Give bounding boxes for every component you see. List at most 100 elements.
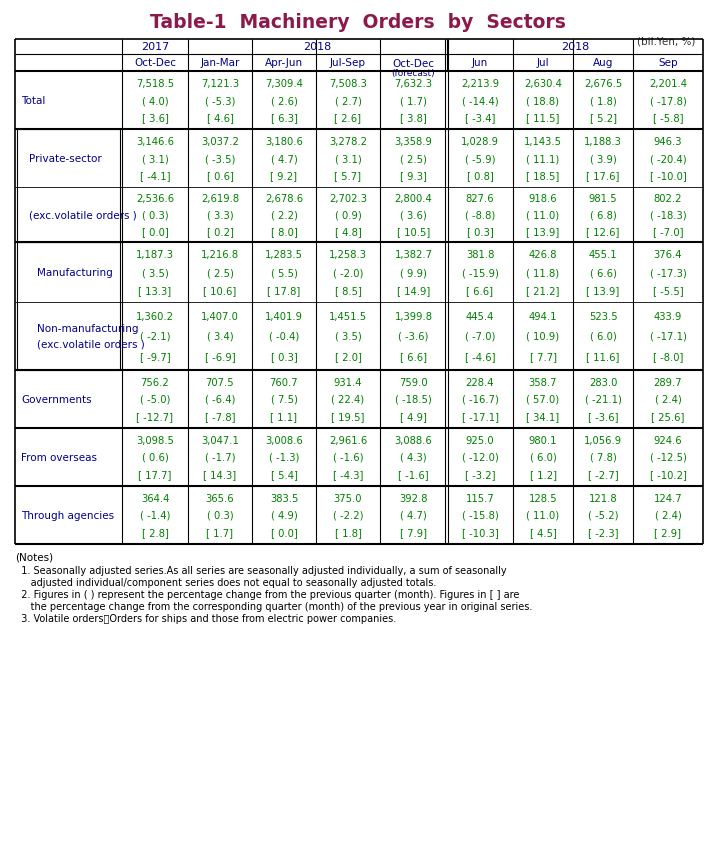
Text: [ 8.0]: [ 8.0]: [270, 227, 298, 236]
Text: ( 11.0): ( 11.0): [526, 511, 559, 521]
Text: ( -1.4): ( -1.4): [140, 511, 170, 521]
Text: ( -15.9): ( -15.9): [462, 268, 498, 278]
Text: 946.3: 946.3: [654, 137, 683, 146]
Text: ( -3.6): ( -3.6): [399, 332, 429, 342]
Text: [ 14.9]: [ 14.9]: [397, 285, 430, 295]
Text: 426.8: 426.8: [528, 250, 557, 260]
Text: Table-1  Machinery  Orders  by  Sectors: Table-1 Machinery Orders by Sectors: [150, 13, 566, 32]
Text: [ 5.4]: [ 5.4]: [270, 470, 298, 480]
Text: 364.4: 364.4: [141, 493, 169, 503]
Text: [ -1.6]: [ -1.6]: [398, 470, 429, 480]
Text: 1,216.8: 1,216.8: [201, 250, 239, 260]
Text: ( -17.3): ( -17.3): [650, 268, 686, 278]
Text: Through agencies: Through agencies: [21, 511, 114, 521]
Text: 1,401.9: 1,401.9: [265, 311, 303, 322]
Text: ( 6.8): ( 6.8): [589, 210, 617, 220]
Text: [ 13.9]: [ 13.9]: [526, 227, 560, 236]
Text: [ 7.7]: [ 7.7]: [529, 352, 556, 362]
Text: 455.1: 455.1: [589, 250, 617, 260]
Text: ( -0.4): ( -0.4): [269, 332, 299, 342]
Text: ( 1.8): ( 1.8): [589, 96, 617, 106]
Text: 445.4: 445.4: [466, 311, 494, 322]
Text: the percentage change from the corresponding quarter (month) of the previous yea: the percentage change from the correspon…: [15, 601, 533, 611]
Text: 760.7: 760.7: [270, 377, 298, 387]
Text: [ 3.6]: [ 3.6]: [141, 113, 168, 123]
Text: [ -10.3]: [ -10.3]: [462, 528, 498, 538]
Text: 3,358.9: 3,358.9: [394, 137, 432, 146]
Text: Jun: Jun: [472, 58, 488, 68]
Text: [ -2.7]: [ -2.7]: [588, 470, 618, 480]
Text: [ 13.3]: [ 13.3]: [138, 285, 171, 295]
Text: ( -16.7): ( -16.7): [462, 394, 498, 404]
Text: [ -4.1]: [ -4.1]: [140, 171, 170, 181]
Text: 494.1: 494.1: [528, 311, 557, 322]
Text: 3,098.5: 3,098.5: [136, 436, 174, 445]
Text: [ 3.8]: [ 3.8]: [400, 113, 427, 123]
Text: 3,037.2: 3,037.2: [201, 137, 239, 146]
Text: [ 0.0]: [ 0.0]: [270, 528, 298, 538]
Text: ( 6.0): ( 6.0): [589, 332, 617, 342]
Text: [ 34.1]: [ 34.1]: [526, 412, 559, 422]
Text: [ 0.6]: [ 0.6]: [206, 171, 234, 181]
Text: ( 6.6): ( 6.6): [589, 268, 617, 278]
Text: ( -14.4): ( -14.4): [462, 96, 498, 106]
Text: 2,630.4: 2,630.4: [524, 78, 562, 89]
Text: 392.8: 392.8: [399, 493, 428, 503]
Text: (Notes): (Notes): [15, 552, 53, 562]
Text: 1,056.9: 1,056.9: [584, 436, 622, 445]
Text: ( -2.1): ( -2.1): [140, 332, 170, 342]
Text: ( 11.8): ( 11.8): [526, 268, 559, 278]
Text: 3,146.6: 3,146.6: [136, 137, 174, 146]
Text: (bil.Yen, %): (bil.Yen, %): [637, 37, 695, 47]
Text: 756.2: 756.2: [141, 377, 169, 387]
Text: [ 4.9]: [ 4.9]: [400, 412, 427, 422]
Text: 1,407.0: 1,407.0: [201, 311, 239, 322]
Text: 383.5: 383.5: [270, 493, 298, 503]
Text: [ -3.6]: [ -3.6]: [588, 412, 618, 422]
Text: [ 12.6]: [ 12.6]: [587, 227, 619, 236]
Text: [ 11.6]: [ 11.6]: [587, 352, 619, 362]
Text: ( 2.5): ( 2.5): [206, 268, 234, 278]
Text: ( 0.9): ( 0.9): [335, 210, 361, 220]
Text: Jul-Sep: Jul-Sep: [330, 58, 366, 68]
Text: ( 4.0): ( 4.0): [142, 96, 168, 106]
Text: ( 3.3): ( 3.3): [206, 210, 233, 220]
Text: 2. Figures in ( ) represent the percentage change from the previous quarter (mon: 2. Figures in ( ) represent the percenta…: [15, 589, 519, 599]
Text: ( -5.2): ( -5.2): [588, 511, 618, 521]
Text: ( 5.5): ( 5.5): [270, 268, 298, 278]
Text: ( -1.7): ( -1.7): [205, 452, 235, 463]
Text: 2018: 2018: [561, 42, 589, 52]
Text: ( -1.6): ( -1.6): [333, 452, 364, 463]
Text: [ 0.0]: [ 0.0]: [142, 227, 168, 236]
Text: 759.0: 759.0: [399, 377, 428, 387]
Text: [ 4.5]: [ 4.5]: [530, 528, 556, 538]
Text: 289.7: 289.7: [654, 377, 683, 387]
Text: ( 3.5): ( 3.5): [142, 268, 168, 278]
Text: [ 10.5]: [ 10.5]: [397, 227, 430, 236]
Text: [ -2.3]: [ -2.3]: [588, 528, 618, 538]
Text: 1,258.3: 1,258.3: [329, 250, 367, 260]
Text: 3,088.6: 3,088.6: [394, 436, 432, 445]
Text: 365.6: 365.6: [206, 493, 234, 503]
Text: [ -6.9]: [ -6.9]: [204, 352, 235, 362]
Text: ( -1.3): ( -1.3): [269, 452, 299, 463]
Text: Jan-Mar: Jan-Mar: [200, 58, 239, 68]
Text: 3,047.1: 3,047.1: [201, 436, 239, 445]
Text: Oct-Dec: Oct-Dec: [392, 59, 435, 69]
Text: 2,961.6: 2,961.6: [329, 436, 367, 445]
Text: 3,278.2: 3,278.2: [329, 137, 367, 146]
Text: ( 10.9): ( 10.9): [526, 332, 559, 342]
Text: 2,536.6: 2,536.6: [136, 194, 174, 203]
Text: [ 2.6]: [ 2.6]: [335, 113, 361, 123]
Text: Private-sector: Private-sector: [29, 154, 102, 164]
Text: 7,518.5: 7,518.5: [136, 78, 174, 89]
Text: ( 57.0): ( 57.0): [526, 394, 559, 404]
Text: ( -12.0): ( -12.0): [462, 452, 498, 463]
Text: [ 6.6]: [ 6.6]: [400, 352, 427, 362]
Text: ( -17.1): ( -17.1): [650, 332, 686, 342]
Text: ( 18.8): ( 18.8): [526, 96, 559, 106]
Text: [ 2.9]: [ 2.9]: [655, 528, 681, 538]
Text: 1,188.3: 1,188.3: [584, 137, 622, 146]
Text: Oct-Dec: Oct-Dec: [134, 58, 176, 68]
Text: 827.6: 827.6: [465, 194, 494, 203]
